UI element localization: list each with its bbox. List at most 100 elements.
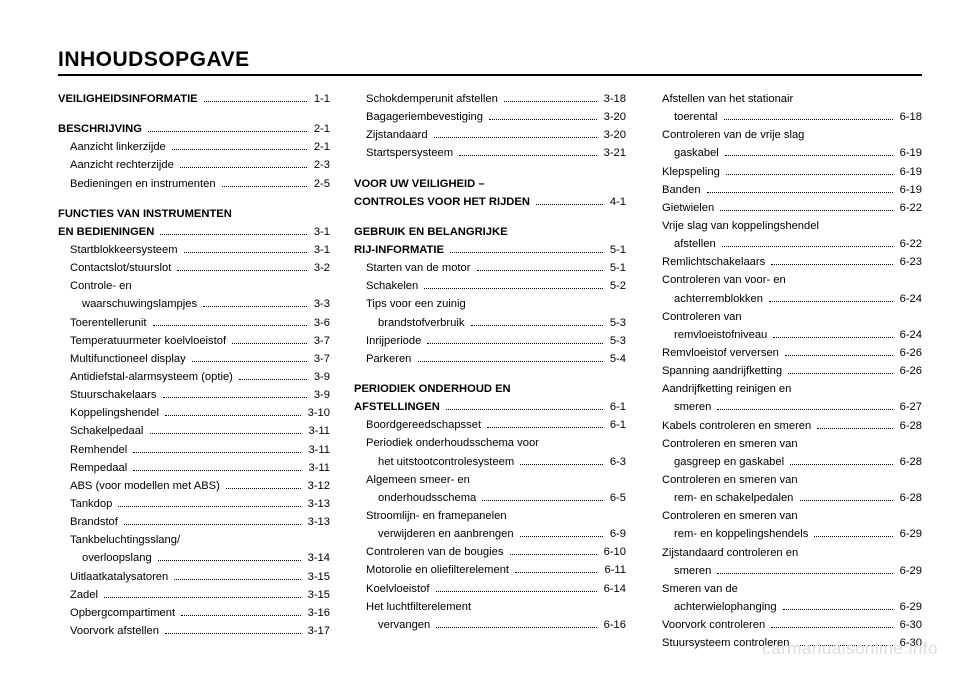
toc-entry: Uitlaatkatalysatoren 3-15 bbox=[58, 568, 330, 586]
toc-label: Motorolie en oliefilterelement bbox=[354, 561, 512, 579]
toc-label: Koppelingshendel bbox=[58, 404, 162, 422]
toc-entry: Banden 6-19 bbox=[650, 181, 922, 199]
toc-page-number: 3-21 bbox=[600, 144, 626, 162]
toc-page-number: 6-16 bbox=[600, 616, 626, 634]
toc-label: Startspersysteem bbox=[354, 144, 456, 162]
toc-leader bbox=[203, 300, 307, 308]
toc-label: Aandrijfketting reinigen en bbox=[650, 380, 791, 398]
toc-leader bbox=[104, 590, 301, 598]
toc-leader bbox=[720, 203, 892, 211]
toc-entry: Startspersysteem 3-21 bbox=[354, 144, 626, 162]
toc-page-number: 3-11 bbox=[304, 459, 330, 477]
toc-label: Controleren en smeren van bbox=[650, 471, 798, 489]
toc-page-number: 2-1 bbox=[310, 138, 330, 156]
toc-leader bbox=[192, 354, 307, 362]
toc-entry-continuation: Afstellen van het stationair bbox=[650, 90, 922, 108]
toc-label: Voorvork controleren bbox=[650, 616, 768, 634]
toc-label: ABS (voor modellen met ABS) bbox=[58, 477, 223, 495]
toc-label: gasgreep en gaskabel bbox=[650, 453, 787, 471]
toc-page-number: 6-29 bbox=[896, 525, 922, 543]
toc-leader bbox=[817, 421, 892, 429]
toc-label: Rempedaal bbox=[58, 459, 130, 477]
toc-entry: Schakelen 5-2 bbox=[354, 277, 626, 295]
toc-entry: Boordgereedschapsset 6-1 bbox=[354, 416, 626, 434]
toc-entry: Contactslot/stuurslot 3-2 bbox=[58, 259, 330, 277]
toc-leader bbox=[790, 457, 892, 465]
toc-page-number: 3-17 bbox=[304, 622, 330, 640]
toc-leader bbox=[427, 336, 602, 344]
toc-page-number: 6-28 bbox=[896, 489, 922, 507]
toc-label: Boordgereedschapsset bbox=[354, 416, 484, 434]
toc-entry-continuation: Controleren van de vrije slag bbox=[650, 126, 922, 144]
toc-page-number: 3-12 bbox=[304, 477, 330, 495]
toc-leader bbox=[477, 263, 603, 271]
toc-label: VEILIGHEIDSINFORMATIE bbox=[58, 90, 201, 108]
toc-page-number: 6-28 bbox=[896, 417, 922, 435]
toc-entry: Aanzicht linkerzijde 2-1 bbox=[58, 138, 330, 156]
toc-page-number: 3-9 bbox=[310, 368, 330, 386]
toc-entry: Aanzicht rechterzijde 2-3 bbox=[58, 156, 330, 174]
toc-entry: Temperatuurmeter koelvloeistof 3-7 bbox=[58, 332, 330, 350]
toc-leader bbox=[717, 566, 892, 574]
toc-page-number: 6-1 bbox=[606, 398, 626, 416]
toc-page-number: 3-1 bbox=[310, 241, 330, 259]
toc-entry-continuation: Periodiek onderhoudsschema voor bbox=[354, 434, 626, 452]
toc-entry: Brandstof 3-13 bbox=[58, 513, 330, 531]
toc-label: Remvloeistof verversen bbox=[650, 344, 782, 362]
toc-entry: Toerentellerunit 3-6 bbox=[58, 314, 330, 332]
toc-leader bbox=[724, 112, 893, 120]
toc-label: Aanzicht rechterzijde bbox=[58, 156, 177, 174]
toc-entry-continuation: Vrije slag van koppelingshendel bbox=[650, 217, 922, 235]
toc-page-number: 6-27 bbox=[896, 398, 922, 416]
toc-leader bbox=[204, 94, 307, 102]
toc-leader bbox=[725, 149, 893, 157]
toc-leader bbox=[181, 608, 300, 616]
toc-page-number: 1-1 bbox=[310, 90, 330, 108]
toc-label: Opbergcompartiment bbox=[58, 604, 178, 622]
toc-spacer bbox=[58, 193, 330, 205]
toc-label: onderhoudsschema bbox=[354, 489, 479, 507]
toc-entry: Stuurschakelaars 3-9 bbox=[58, 386, 330, 404]
toc-label: Contactslot/stuurslot bbox=[58, 259, 174, 277]
toc-label: overloopslang bbox=[58, 549, 155, 567]
toc-entry-continuation: Controleren en smeren van bbox=[650, 507, 922, 525]
toc-page-number: 3-18 bbox=[600, 90, 626, 108]
toc-entry: Bagageriembevestiging 3-20 bbox=[354, 108, 626, 126]
toc-entry: Schokdemperunit afstellen 3-18 bbox=[354, 90, 626, 108]
toc-leader bbox=[769, 294, 893, 302]
toc-leader bbox=[118, 499, 300, 507]
toc-section-heading: VOOR UW VEILIGHEID – bbox=[354, 175, 626, 193]
toc-page-number: 3-3 bbox=[310, 295, 330, 313]
toc-entry: smeren 6-29 bbox=[650, 562, 922, 580]
toc-columns: VEILIGHEIDSINFORMATIE 1-1 BESCHRIJVING 2-… bbox=[58, 90, 922, 652]
toc-label: Bedieningen en instrumenten bbox=[58, 175, 219, 193]
toc-leader bbox=[536, 197, 603, 205]
toc-leader bbox=[172, 142, 307, 150]
toc-entry: achterwielophanging 6-29 bbox=[650, 598, 922, 616]
toc-leader bbox=[184, 245, 307, 253]
toc-entry-continuation: Controleren en smeren van bbox=[650, 435, 922, 453]
toc-label: Gietwielen bbox=[650, 199, 717, 217]
toc-entry: Remhendel 3-11 bbox=[58, 441, 330, 459]
toc-label: Tankbeluchtingsslang/ bbox=[58, 531, 180, 549]
toc-leader bbox=[471, 318, 603, 326]
toc-page-number: 5-3 bbox=[606, 314, 626, 332]
toc-page-number: 5-4 bbox=[606, 350, 626, 368]
toc-label: Afstellen van het stationair bbox=[650, 90, 793, 108]
toc-label: Periodiek onderhoudsschema voor bbox=[354, 434, 539, 452]
toc-entry: Spanning aandrijfketting 6-26 bbox=[650, 362, 922, 380]
toc-page-number: 6-9 bbox=[606, 525, 626, 543]
toc-label: Antidiefstal-alarmsysteem (optie) bbox=[58, 368, 236, 386]
toc-leader bbox=[418, 354, 603, 362]
toc-label: BESCHRIJVING bbox=[58, 120, 145, 138]
toc-label: Schakelpedaal bbox=[58, 422, 147, 440]
toc-entry-continuation: Stroomlijn- en framepanelen bbox=[354, 507, 626, 525]
toc-entry-continuation: Aandrijfketting reinigen en bbox=[650, 380, 922, 398]
toc-label: afstellen bbox=[650, 235, 719, 253]
toc-leader bbox=[165, 408, 301, 416]
toc-page-number: 3-10 bbox=[304, 404, 330, 422]
toc-label: gaskabel bbox=[650, 144, 722, 162]
toc-page-number: 3-2 bbox=[310, 259, 330, 277]
toc-leader bbox=[487, 420, 603, 428]
toc-entry: waarschuwingslampjes 3-3 bbox=[58, 295, 330, 313]
